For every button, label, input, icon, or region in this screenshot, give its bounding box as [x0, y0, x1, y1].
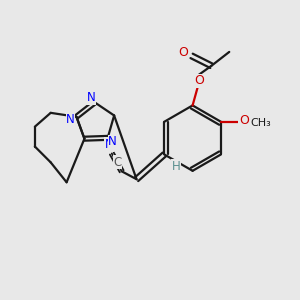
Text: CH₃: CH₃ [250, 118, 271, 128]
Text: C: C [114, 156, 122, 169]
Text: O: O [239, 114, 249, 127]
Text: N: N [104, 138, 113, 151]
Text: N: N [108, 135, 117, 148]
Text: O: O [179, 46, 189, 59]
Text: N: N [86, 91, 95, 104]
Text: N: N [66, 113, 75, 126]
Text: O: O [195, 74, 205, 87]
Text: H: H [172, 160, 181, 173]
